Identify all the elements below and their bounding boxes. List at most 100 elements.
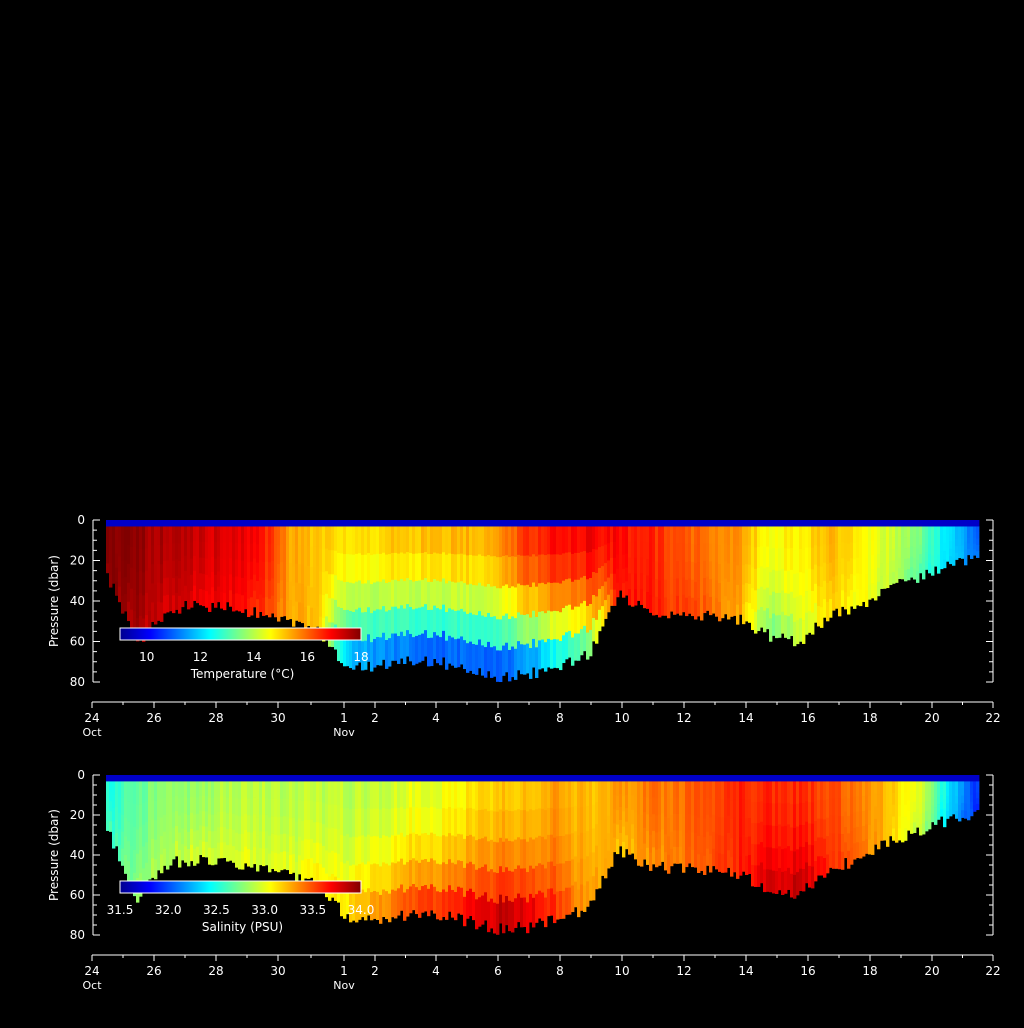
surface-fringe: [538, 520, 542, 527]
heatmap-cell: [313, 822, 317, 844]
heatmap-cell: [691, 543, 695, 563]
heatmap-cell: [127, 781, 131, 802]
surface-fringe: [364, 520, 368, 527]
heatmap-cell: [481, 585, 485, 616]
heatmap-cell: [931, 526, 935, 537]
heatmap-cell: [769, 847, 773, 871]
heatmap-cell: [157, 582, 161, 602]
heatmap-cell: [760, 821, 764, 843]
surface-fringe: [328, 775, 332, 782]
heatmap-cell: [592, 876, 596, 901]
heatmap-cell: [181, 828, 185, 845]
heatmap-cell: [571, 833, 575, 860]
heatmap-cell: [931, 781, 935, 790]
heatmap-cell: [922, 547, 926, 559]
surface-fringe: [250, 520, 254, 527]
surface-fringe: [754, 520, 758, 527]
heatmap-cell: [181, 796, 185, 813]
surface-fringe: [490, 520, 494, 527]
heatmap-cell: [316, 842, 320, 864]
surface-fringe: [850, 520, 854, 527]
heatmap-cell: [853, 796, 857, 813]
heatmap-cell: [922, 812, 926, 824]
heatmap-cell: [445, 836, 449, 865]
heatmap-cell: [700, 798, 704, 818]
heatmap-cell: [820, 607, 824, 628]
surface-fringe: [337, 520, 341, 527]
heatmap-cell: [268, 817, 272, 836]
surface-fringe: [130, 775, 134, 782]
heatmap-cell: [739, 561, 743, 580]
heatmap-cell: [613, 573, 617, 591]
heatmap-cell: [406, 835, 410, 863]
heatmap-cell: [277, 853, 281, 873]
heatmap-cell: [940, 560, 944, 570]
heatmap-cell: [397, 861, 401, 889]
heatmap-cell: [124, 543, 128, 561]
surface-fringe: [841, 775, 845, 782]
surface-fringe: [868, 520, 872, 527]
surface-fringe: [322, 520, 326, 527]
heatmap-cell: [466, 555, 470, 586]
heatmap-cell: [562, 835, 566, 864]
heatmap-cell: [532, 839, 536, 870]
heatmap-cell: [481, 809, 485, 839]
heatmap-cell: [361, 889, 365, 918]
heatmap-cell: [154, 820, 158, 841]
heatmap-cell: [532, 582, 536, 612]
heatmap-cell: [901, 526, 905, 538]
heatmap-cell: [406, 552, 410, 579]
surface-fringe: [730, 775, 734, 782]
heatmap-cell: [232, 797, 236, 814]
surface-fringe: [154, 520, 158, 527]
heatmap-cell: [934, 558, 938, 567]
heatmap-cell: [301, 860, 305, 881]
heatmap-cell: [796, 596, 800, 621]
heatmap-cell: [853, 812, 857, 829]
heatmap-cell: [676, 526, 680, 544]
surface-fringe: [169, 775, 173, 782]
heatmap-cell: [643, 843, 647, 860]
surface-fringe: [706, 520, 710, 527]
heatmap-cell: [592, 852, 596, 877]
heatmap-cell: [160, 583, 164, 603]
surface-fringe: [649, 520, 653, 527]
surface-fringe: [307, 520, 311, 527]
heatmap-cell: [730, 857, 734, 877]
surface-fringe: [640, 520, 644, 527]
heatmap-cell: [565, 807, 569, 835]
heatmap-cell: [451, 581, 455, 610]
heatmap-cell: [568, 630, 572, 658]
surface-fringe: [340, 520, 344, 527]
surface-fringe: [619, 775, 623, 782]
heatmap-cell: [895, 571, 899, 583]
surface-fringe: [616, 775, 620, 782]
heatmap-cell: [403, 808, 407, 838]
heatmap-cell: [565, 605, 569, 633]
heatmap-cell: [409, 553, 413, 581]
surface-fringe: [667, 520, 671, 527]
heatmap-cell: [268, 580, 272, 600]
heatmap-cell: [559, 863, 563, 892]
heatmap-cell: [790, 827, 794, 852]
surface-fringe: [967, 520, 971, 527]
heatmap-cell: [814, 800, 818, 822]
heatmap-cell: [868, 781, 872, 797]
heatmap-cell: [832, 850, 836, 869]
heatmap-cell: [409, 633, 413, 662]
heatmap-cell: [850, 781, 854, 799]
heatmap-cell: [583, 833, 587, 860]
heatmap-cell: [256, 799, 260, 818]
surface-fringe: [652, 520, 656, 527]
heatmap-cell: [772, 781, 776, 804]
heatmap-cell: [322, 824, 326, 847]
heatmap-cell: [652, 561, 656, 580]
heatmap-cell: [907, 800, 911, 811]
heatmap-cell: [865, 542, 869, 559]
heatmap-cell: [262, 597, 266, 616]
surface-fringe: [214, 520, 218, 527]
heatmap-cell: [607, 815, 611, 834]
heatmap-cell: [184, 526, 188, 542]
heatmap-cell: [862, 841, 866, 857]
heatmap-cell: [286, 544, 290, 564]
